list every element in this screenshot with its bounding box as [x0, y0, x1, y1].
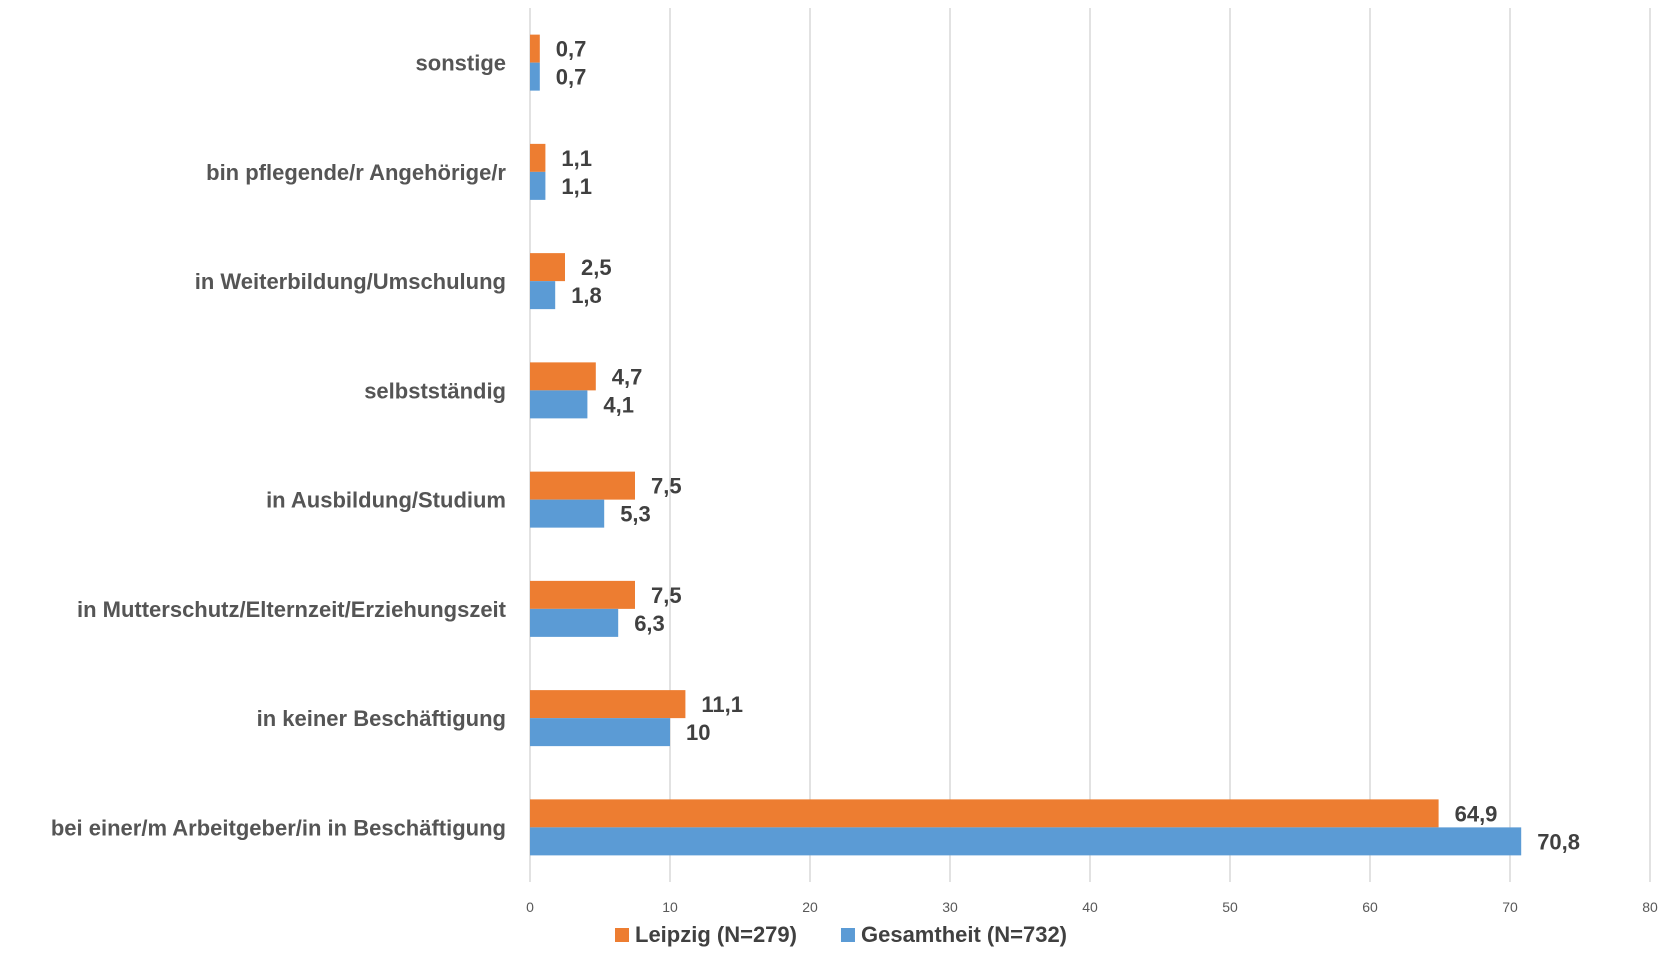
bar-gesamtheit	[530, 718, 670, 747]
category-label: in Weiterbildung/Umschulung	[195, 269, 506, 294]
bar-leipzig	[530, 253, 565, 282]
category-label: in keiner Beschäftigung	[257, 706, 506, 731]
data-label: 1,8	[571, 283, 602, 308]
data-label: 7,5	[651, 583, 682, 608]
bar-leipzig	[530, 471, 635, 500]
data-label: 10	[686, 720, 710, 745]
x-tick-label: 30	[942, 899, 958, 915]
gridlines	[669, 8, 1651, 882]
category-label: bei einer/m Arbeitgeber/in in Beschäftig…	[51, 815, 506, 840]
bar-leipzig	[530, 143, 546, 172]
x-tick-label: 40	[1082, 899, 1098, 915]
bar-gesamtheit	[530, 171, 546, 200]
bar-leipzig	[530, 34, 540, 63]
data-label: 0,7	[556, 37, 587, 62]
x-axis-tick-labels: 0 10 20 30 40 50 60 70 80	[526, 899, 1658, 915]
bar-leipzig	[530, 580, 635, 609]
data-label: 4,7	[612, 364, 643, 389]
legend-swatch	[840, 928, 855, 942]
bar-leipzig	[530, 799, 1439, 828]
bar-gesamtheit	[530, 62, 540, 91]
data-label: 2,5	[581, 255, 612, 280]
data-label: 7,5	[651, 474, 682, 499]
bar-gesamtheit	[530, 827, 1522, 856]
bar-leipzig	[530, 690, 686, 719]
category-label: in Mutterschutz/Elternzeit/Erziehungszei…	[77, 597, 507, 622]
data-label: 0,7	[556, 65, 587, 90]
bar-leipzig	[530, 362, 596, 391]
x-tick-label: 60	[1362, 899, 1378, 915]
x-tick-label: 20	[802, 899, 818, 915]
category-labels: sonstige bin pflegende/r Angehörige/r in W…	[51, 51, 507, 841]
category-label: selbstständig	[364, 378, 506, 403]
x-tick-label: 50	[1222, 899, 1238, 915]
data-label: 6,3	[634, 611, 665, 636]
data-label: 1,1	[561, 146, 592, 171]
data-label: 70,8	[1537, 829, 1580, 854]
data-label: 5,3	[620, 502, 651, 527]
bar-gesamtheit	[530, 281, 556, 310]
data-label: 1,1	[561, 174, 592, 199]
bar-gesamtheit	[530, 499, 605, 528]
data-label: 64,9	[1455, 801, 1498, 826]
legend-label: Gesamtheit (N=732)	[861, 922, 1067, 947]
bars	[530, 34, 1522, 856]
bar-gesamtheit	[530, 390, 588, 419]
bar-gesamtheit	[530, 608, 619, 637]
x-tick-label: 80	[1642, 899, 1658, 915]
category-label: bin pflegende/r Angehörige/r	[206, 160, 506, 185]
data-label: 11,1	[701, 692, 743, 717]
data-labels: 0,70,71,11,12,51,84,74,17,55,37,56,311,1…	[556, 37, 1580, 855]
legend-label: Leipzig (N=279)	[635, 922, 797, 947]
x-tick-label: 0	[526, 899, 534, 915]
category-label: sonstige	[416, 51, 506, 76]
data-label: 4,1	[603, 392, 634, 417]
legend: Leipzig (N=279) Gesamtheit (N=732)	[615, 922, 1067, 947]
legend-swatch	[615, 928, 629, 942]
x-tick-label: 70	[1502, 899, 1518, 915]
x-tick-label: 10	[662, 899, 678, 915]
category-label: in Ausbildung/Studium	[266, 488, 506, 513]
